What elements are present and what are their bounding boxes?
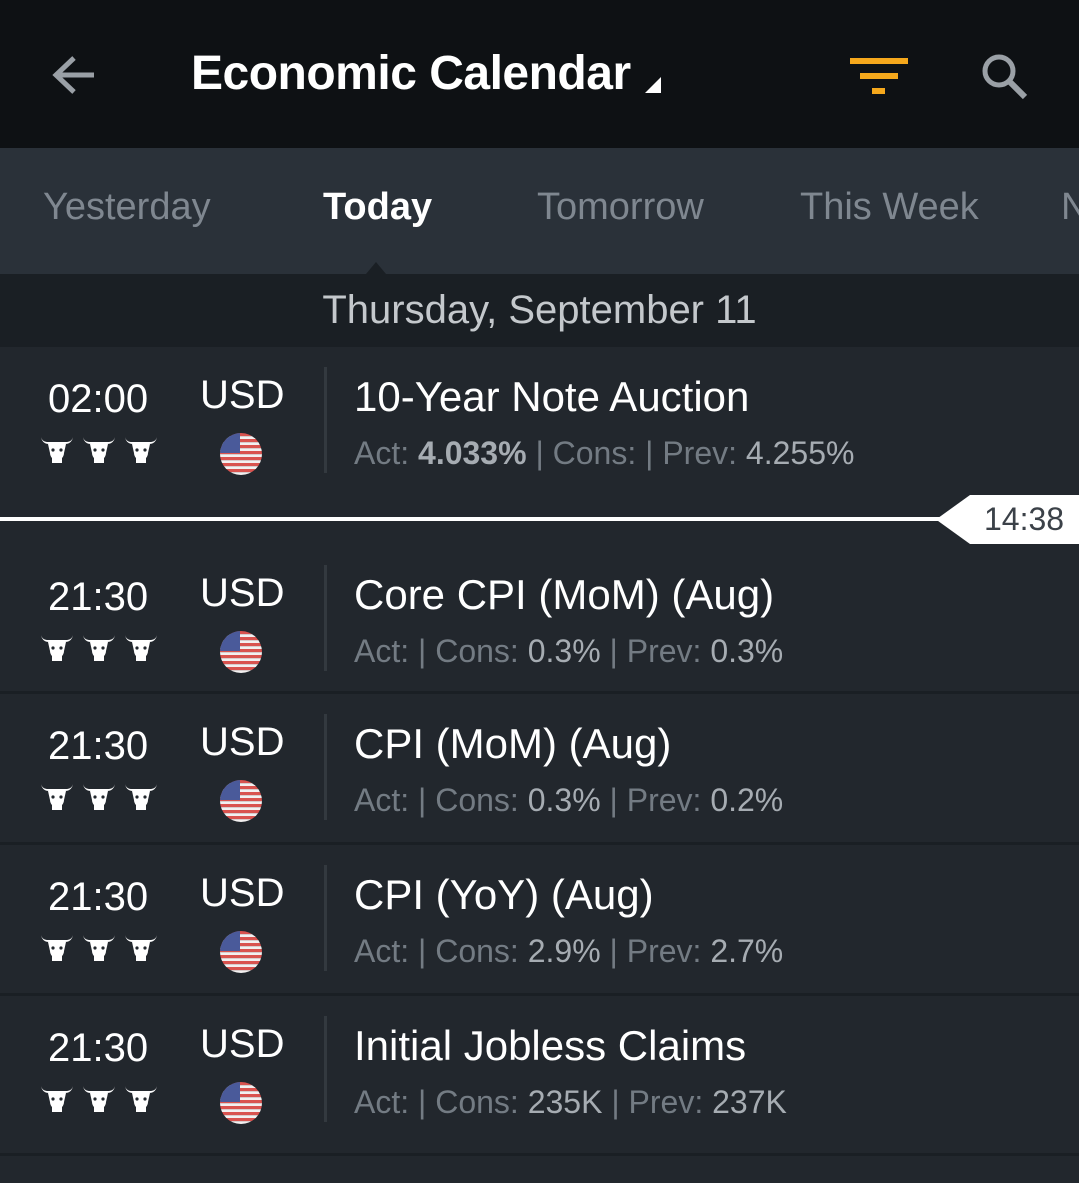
bull-icon — [125, 635, 157, 661]
importance-rating — [40, 782, 158, 812]
current-time-line — [0, 517, 940, 521]
event-name: CPI (YoY) (Aug) — [354, 871, 654, 918]
bull-icon — [83, 784, 115, 810]
event-row[interactable]: 21:30 USD Initial Jobless Claims Act: | Con… — [0, 996, 1079, 1156]
tab-yesterday[interactable]: Yesterday — [43, 186, 211, 228]
arrow-left-icon[interactable] — [50, 52, 100, 98]
event-time: 21:30 — [48, 875, 149, 919]
consensus-value: 2.9% — [527, 933, 601, 969]
bull-icon — [41, 935, 73, 961]
event-row[interactable]: 02:00 USD 10-Year Note Auction Act: 4.033% … — [0, 347, 1079, 493]
bull-icon — [125, 935, 157, 961]
date-tabs: Yesterday Today Tomorrow This Week N — [0, 148, 1079, 274]
event-time: 02:00 — [48, 377, 149, 421]
search-icon[interactable] — [980, 52, 1030, 100]
previous-value: 0.3% — [710, 633, 784, 669]
importance-rating — [40, 435, 158, 465]
previous-value: 2.7% — [710, 933, 784, 969]
event-currency: USD — [200, 373, 285, 417]
previous-value: 4.255% — [745, 435, 855, 471]
consensus-value: 0.3% — [527, 782, 601, 818]
event-currency: USD — [200, 871, 285, 915]
event-currency: USD — [200, 1022, 285, 1066]
event-name: Initial Jobless Claims — [354, 1022, 747, 1069]
event-time: 21:30 — [48, 575, 149, 619]
actual-value: 4.033% — [418, 435, 527, 471]
date-header: Thursday, September 11 — [0, 274, 1079, 347]
bull-icon — [41, 437, 73, 463]
event-stats: Act: | Cons: 0.3% | Prev: 0.3% — [354, 633, 784, 669]
dropdown-caret-icon — [644, 77, 661, 93]
event-currency: USD — [200, 720, 285, 764]
current-time-marker: 14:38 — [936, 495, 1079, 544]
consensus-value: 235K — [527, 1084, 603, 1120]
event-time: 21:30 — [48, 724, 149, 768]
page-title[interactable]: Economic Calendar — [191, 46, 661, 101]
divider — [324, 367, 327, 473]
bull-icon — [125, 784, 157, 810]
bull-icon — [83, 1086, 115, 1112]
importance-rating — [40, 633, 158, 663]
us-flag-icon — [220, 931, 262, 973]
event-stats: Act: | Cons: 0.3% | Prev: 0.2% — [354, 782, 784, 818]
event-stats: Act: | Cons: 235K | Prev: 237K — [354, 1084, 787, 1120]
event-name: 10-Year Note Auction — [354, 373, 750, 420]
tab-today[interactable]: Today — [323, 186, 433, 228]
divider — [324, 565, 327, 671]
bull-icon — [41, 635, 73, 661]
bull-icon — [83, 635, 115, 661]
bull-icon — [125, 437, 157, 463]
divider — [324, 714, 327, 820]
event-name: CPI (MoM) (Aug) — [354, 720, 672, 767]
filter-icon[interactable] — [850, 56, 910, 96]
consensus-value: 0.3% — [527, 633, 601, 669]
event-row[interactable]: 21:30 USD Core CPI (MoM) (Aug) Act: | Cons:… — [0, 545, 1079, 694]
event-row[interactable]: 21:30 USD CPI (YoY) (Aug) Act: | Cons: 2.9%… — [0, 845, 1079, 996]
event-time: 21:30 — [48, 1026, 149, 1070]
event-stats: Act: | Cons: 2.9% | Prev: 2.7% — [354, 933, 784, 969]
tab-tomorrow[interactable]: Tomorrow — [537, 186, 704, 228]
importance-rating — [40, 933, 158, 963]
bull-icon — [83, 437, 115, 463]
importance-rating — [40, 1084, 158, 1114]
bull-icon — [83, 935, 115, 961]
bull-icon — [125, 1086, 157, 1112]
bull-icon — [41, 784, 73, 810]
us-flag-icon — [220, 780, 262, 822]
previous-value: 237K — [712, 1084, 787, 1120]
previous-value: 0.2% — [710, 782, 784, 818]
event-currency: USD — [200, 571, 285, 615]
event-name: Core CPI (MoM) (Aug) — [354, 571, 775, 618]
event-stats: Act: 4.033% | Cons: | Prev: 4.255% — [354, 435, 855, 471]
us-flag-icon — [220, 433, 262, 475]
us-flag-icon — [220, 631, 262, 673]
divider — [324, 865, 327, 971]
app-header: Economic Calendar — [0, 0, 1079, 148]
bull-icon — [41, 1086, 73, 1112]
tab-next[interactable]: N — [1061, 186, 1079, 228]
active-tab-indicator — [366, 262, 386, 274]
us-flag-icon — [220, 1082, 262, 1124]
tab-this-week[interactable]: This Week — [800, 186, 979, 228]
divider — [324, 1016, 327, 1122]
event-row[interactable]: 21:30 USD CPI (MoM) (Aug) Act: | Cons: 0.3%… — [0, 694, 1079, 845]
